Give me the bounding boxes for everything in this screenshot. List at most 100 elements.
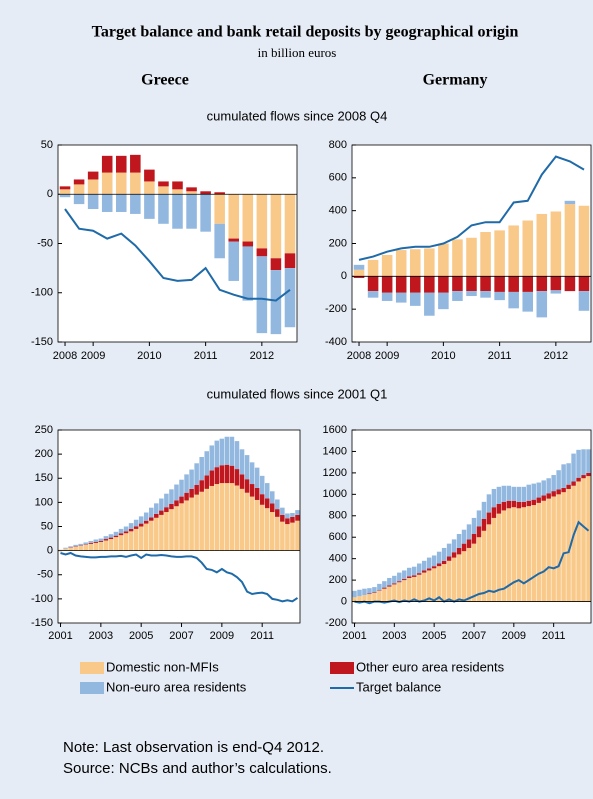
- bar: [407, 576, 412, 578]
- bar: [174, 506, 179, 551]
- bar: [561, 492, 566, 602]
- bar: [536, 276, 548, 292]
- bar: [159, 514, 164, 551]
- bar: [184, 500, 189, 551]
- bar: [581, 478, 586, 602]
- x-tick-label: 2011: [250, 630, 274, 642]
- bar: [259, 494, 265, 505]
- bar: [421, 570, 427, 573]
- bar: [234, 441, 240, 470]
- bar: [526, 500, 532, 507]
- bar: [149, 520, 154, 551]
- bar: [209, 470, 215, 486]
- bar: [83, 544, 88, 551]
- bar: [456, 554, 462, 602]
- bar: [284, 253, 296, 269]
- bar: [128, 528, 134, 532]
- bar: [78, 543, 83, 546]
- bar: [101, 155, 113, 173]
- y-tick-label: -50: [37, 569, 53, 581]
- bar: [158, 194, 169, 224]
- y-tick-label: 0: [341, 270, 347, 282]
- bar: [541, 480, 546, 496]
- bar: [164, 512, 169, 551]
- bar: [576, 481, 581, 602]
- bar: [564, 276, 576, 292]
- bar: [471, 517, 477, 535]
- bar: [407, 577, 412, 602]
- bar: [421, 572, 427, 602]
- bar: [113, 531, 119, 536]
- bar: [511, 507, 517, 602]
- y-tick-label: 1000: [323, 488, 347, 500]
- x-tick-label: 2012: [544, 350, 568, 362]
- x-tick-label: 2010: [431, 350, 455, 362]
- bar: [521, 501, 527, 508]
- bar: [184, 474, 189, 493]
- bar: [270, 503, 275, 513]
- bar: [387, 585, 392, 587]
- bar: [172, 181, 183, 190]
- bar: [130, 172, 141, 195]
- bar: [259, 504, 265, 551]
- bar: [290, 516, 295, 523]
- bar: [531, 483, 536, 500]
- bar: [144, 194, 155, 219]
- bar: [200, 191, 211, 195]
- bar: [424, 292, 435, 316]
- bar: [411, 566, 417, 576]
- bar: [402, 570, 407, 580]
- bar: [174, 500, 179, 507]
- bar: [239, 449, 245, 475]
- bar: [214, 467, 220, 485]
- bar: [133, 528, 139, 551]
- bar: [149, 517, 154, 521]
- bar: [416, 573, 422, 575]
- bar: [98, 538, 104, 541]
- legend-swatch: [80, 682, 104, 694]
- bar: [194, 494, 199, 551]
- bar: [138, 523, 144, 527]
- bar: [68, 546, 73, 548]
- bar: [115, 172, 127, 195]
- bar: [536, 213, 548, 277]
- bar: [381, 292, 393, 301]
- bar: [480, 291, 491, 298]
- bar: [480, 276, 491, 292]
- bar: [169, 503, 174, 510]
- bar: [426, 568, 432, 571]
- bar: [101, 194, 113, 212]
- x-tick-label: 2011: [542, 630, 566, 642]
- bar: [204, 488, 209, 551]
- bar: [353, 264, 365, 270]
- y-tick-label: 1200: [323, 467, 347, 479]
- bar: [254, 467, 260, 488]
- legend-label: Target balance: [356, 679, 441, 694]
- bar: [531, 499, 536, 506]
- bar: [456, 547, 462, 555]
- bar: [382, 588, 387, 602]
- bar: [506, 500, 512, 509]
- bar: [501, 501, 507, 511]
- bar: [244, 492, 250, 551]
- bar: [118, 535, 124, 551]
- bar: [446, 556, 452, 561]
- bar: [264, 508, 270, 551]
- x-tick-label: 2010: [137, 350, 161, 362]
- bar: [576, 477, 581, 482]
- bar: [416, 563, 422, 574]
- bar: [556, 489, 561, 495]
- bar: [179, 496, 184, 504]
- column-header: Greece: [141, 72, 189, 89]
- bar: [397, 581, 402, 583]
- bar: [280, 521, 285, 551]
- bar: [242, 246, 254, 301]
- bar: [481, 501, 487, 519]
- y-tick-label: -150: [31, 336, 53, 348]
- y-tick-label: 1400: [323, 445, 347, 457]
- bar: [256, 194, 268, 249]
- plot-frame: [351, 429, 592, 624]
- bar: [431, 568, 437, 602]
- bar: [511, 486, 517, 501]
- bar: [164, 493, 169, 508]
